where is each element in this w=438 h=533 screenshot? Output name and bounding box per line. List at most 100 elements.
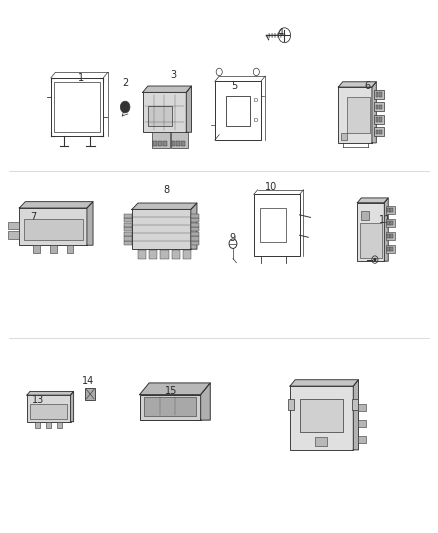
Bar [361,211,369,220]
Bar [376,92,378,96]
Bar [338,87,372,143]
Bar [8,222,19,229]
Text: 13: 13 [32,395,44,406]
Polygon shape [191,203,197,249]
Polygon shape [143,86,191,92]
Bar [352,399,358,410]
Bar [124,227,132,231]
Bar [374,127,384,136]
Bar [390,221,392,225]
Bar [374,90,384,99]
Bar [387,208,389,212]
Bar [54,82,100,132]
Polygon shape [372,82,376,143]
Bar [260,208,286,242]
Bar [163,141,167,146]
Bar [191,223,199,227]
Bar [386,206,395,214]
Bar [124,232,132,236]
Bar [360,223,381,258]
Bar [149,250,157,259]
Text: D: D [253,99,258,103]
Bar [379,117,381,122]
Bar [67,245,74,253]
Bar [152,132,170,148]
Bar [254,195,300,256]
Circle shape [374,259,376,261]
Bar [387,235,389,238]
Bar [376,117,378,122]
Bar [358,404,366,411]
Polygon shape [186,86,191,132]
Bar [177,141,180,146]
Bar [124,214,132,218]
Bar [153,141,157,146]
Text: 8: 8 [163,185,170,196]
Bar [341,133,347,140]
Bar [390,235,392,238]
Bar [138,250,146,259]
Polygon shape [201,383,210,420]
Bar [144,397,196,416]
Polygon shape [290,379,358,386]
Bar [386,219,395,227]
Bar [27,395,71,422]
Bar [358,420,366,427]
Bar [387,247,389,251]
Bar [124,236,132,240]
Text: 11: 11 [379,215,391,225]
Bar [226,95,250,126]
Text: 1: 1 [78,73,85,83]
Text: D: D [253,118,258,123]
Polygon shape [353,379,358,450]
Bar [357,203,384,261]
Bar [191,218,199,222]
Bar [124,223,132,227]
Bar [315,437,327,446]
Bar [57,422,62,428]
Bar [191,214,199,218]
Polygon shape [384,198,388,261]
Bar [85,388,95,400]
Text: 3: 3 [170,70,176,80]
Polygon shape [357,198,388,203]
Bar [387,221,389,225]
Bar [290,386,353,450]
Polygon shape [71,391,74,422]
Bar [148,106,172,126]
Polygon shape [19,201,93,208]
Bar [288,399,294,410]
Bar [158,141,162,146]
Polygon shape [87,201,93,245]
Bar [181,141,185,146]
Bar [390,208,392,212]
Bar [140,394,201,420]
Bar [35,422,40,428]
Text: 2: 2 [122,78,128,88]
Text: 15: 15 [165,386,177,397]
Bar [191,227,199,231]
Text: 17: 17 [318,416,330,426]
Bar [124,218,132,222]
Bar [386,245,395,253]
Bar [376,105,378,109]
Bar [46,422,51,428]
Bar [172,250,180,259]
Bar [8,231,19,239]
Bar [143,92,186,132]
Polygon shape [140,383,210,394]
Text: 5: 5 [231,81,237,91]
Text: 9: 9 [229,233,235,244]
Bar [390,247,392,251]
Bar [132,209,191,249]
Polygon shape [132,203,197,209]
Bar [374,115,384,124]
Bar [19,208,87,245]
Polygon shape [27,391,74,395]
Bar [347,97,371,133]
Polygon shape [338,82,376,87]
Text: 10: 10 [265,182,278,192]
Bar [379,92,381,96]
Text: 4: 4 [277,28,283,38]
Bar [171,132,187,148]
